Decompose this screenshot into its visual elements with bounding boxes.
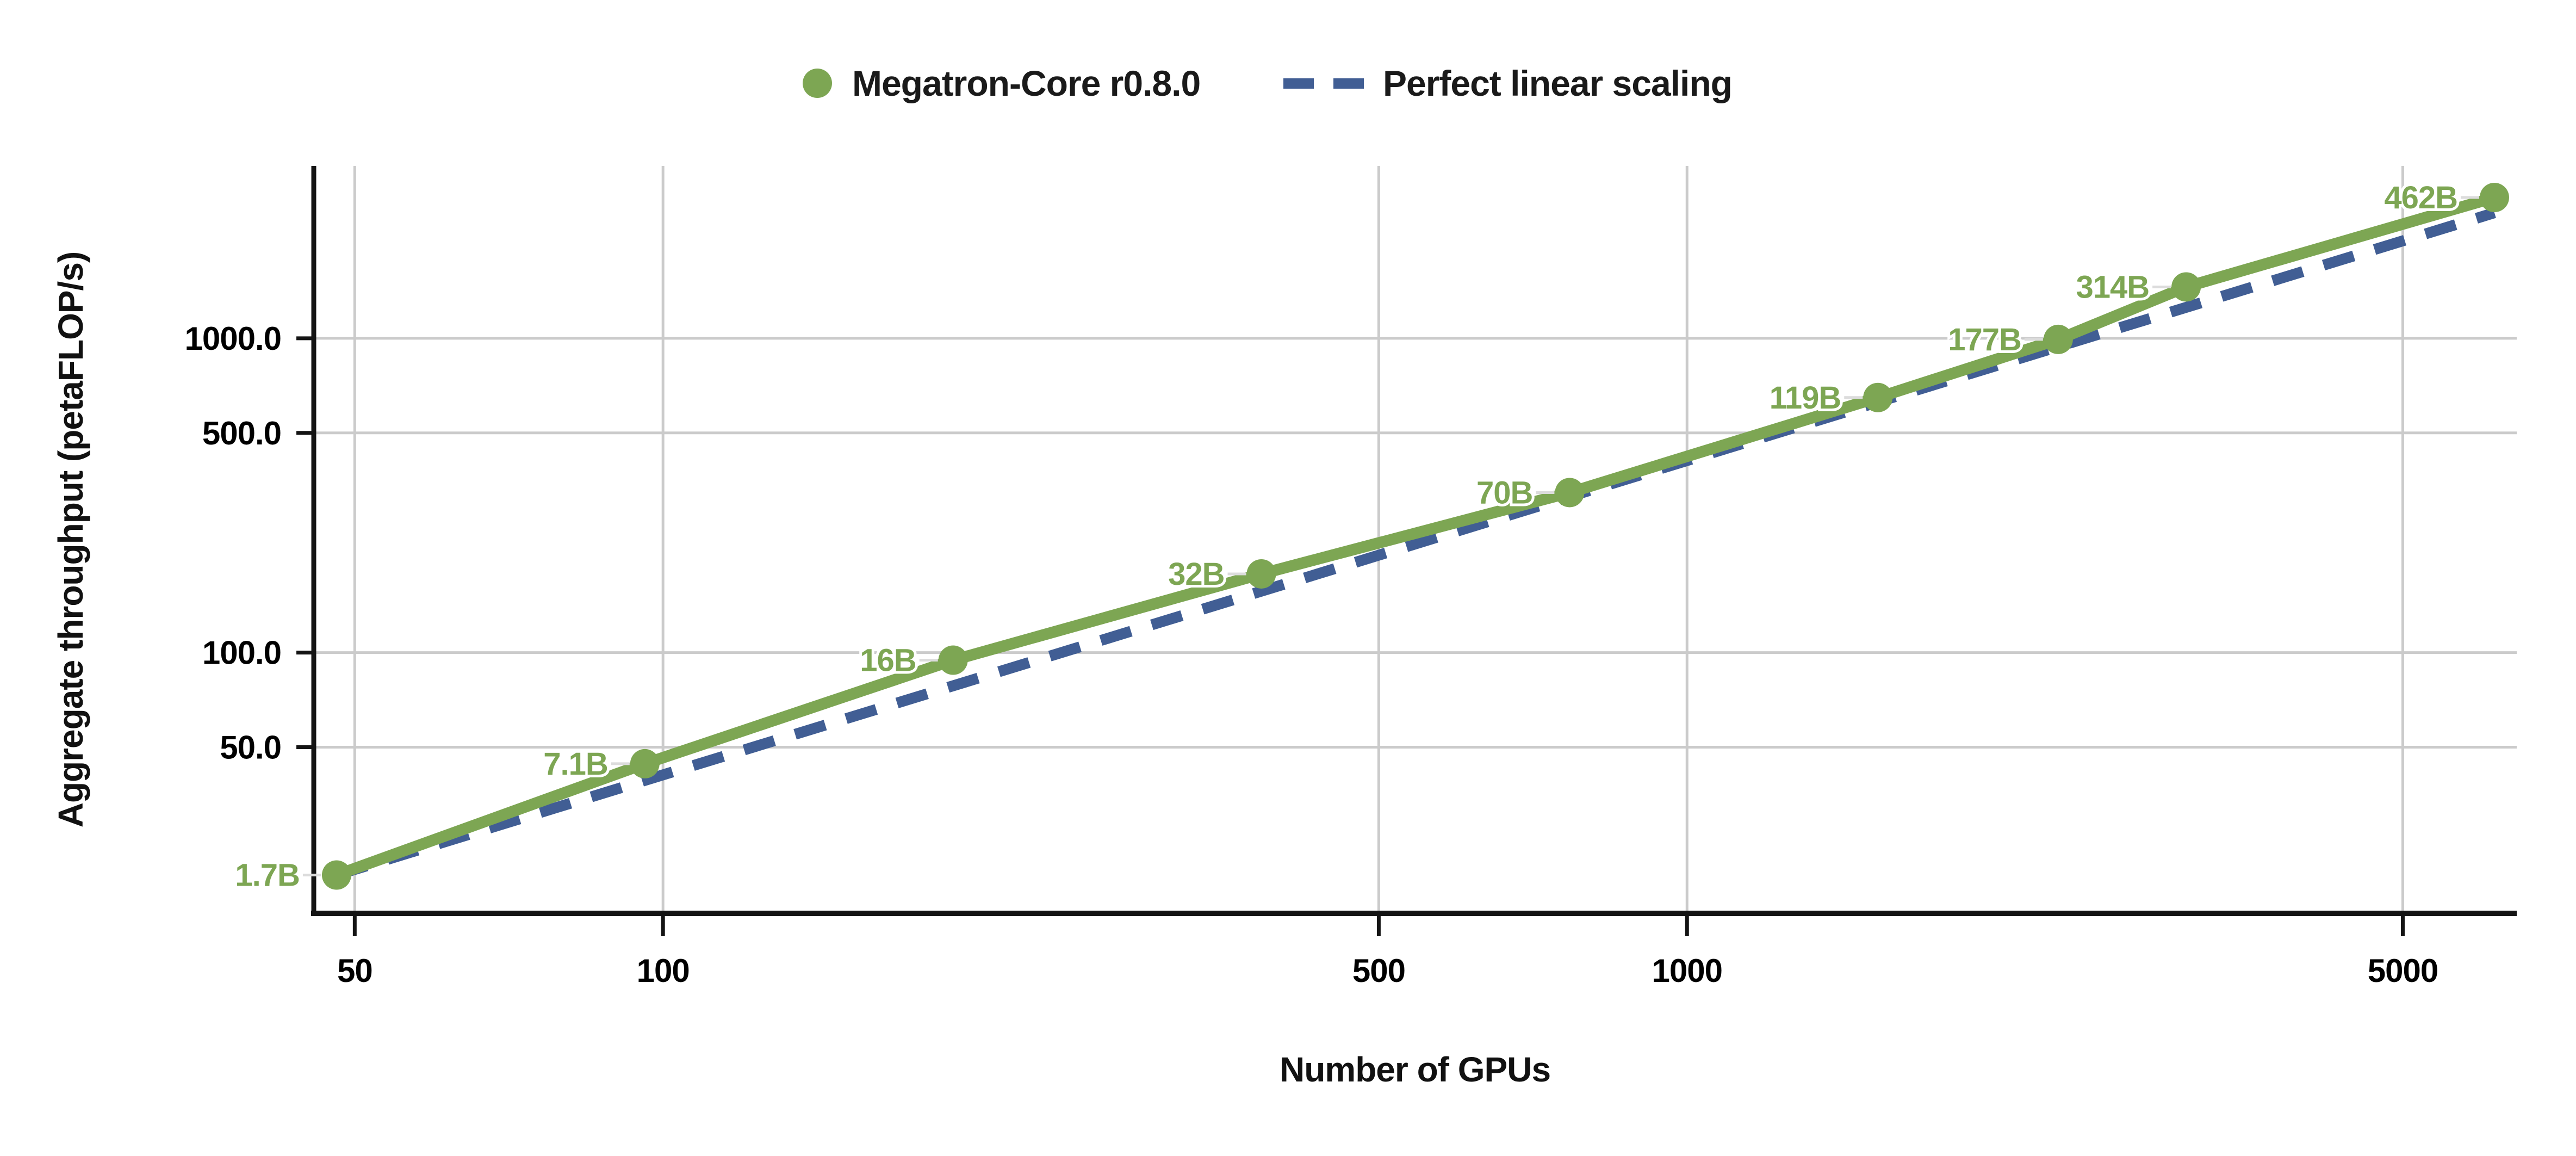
data-point-marker — [630, 749, 660, 778]
x-tick-label: 100 — [637, 953, 690, 989]
data-point-marker — [1555, 478, 1585, 508]
legend-marker-circle-icon — [803, 69, 832, 98]
perfect-linear-scaling-line — [335, 207, 2496, 881]
data-point-label: 314B — [2076, 269, 2149, 305]
x-axis-title: Number of GPUs — [1280, 1050, 1550, 1089]
data-point-label: 462B — [2384, 180, 2457, 215]
legend-item-perfect-linear[interactable]: Perfect linear scaling — [1283, 63, 1733, 103]
y-tick-label: 1000.0 — [184, 320, 281, 357]
legend-marker-dash-icon — [1333, 78, 1364, 89]
legend: Megatron-Core r0.8.0 Perfect linear scal… — [803, 63, 1733, 103]
x-tick-label: 5000 — [2368, 953, 2438, 989]
data-point-label: 1.7B — [235, 858, 300, 893]
data-point-label: 70B — [1476, 475, 1532, 510]
y-axis-title: Aggregate throughput (petaFLOP/s) — [51, 252, 90, 828]
series-layer: 1.7B 7.1B 16B 32B 70B 119B 177B 314B 462B — [232, 177, 2509, 896]
legend-item-megatron-core[interactable]: Megatron-Core r0.8.0 — [803, 63, 1201, 103]
legend-marker-dash-icon — [1283, 78, 1314, 89]
y-tick-label: 50.0 — [220, 730, 281, 766]
data-point-label: 7.1B — [543, 746, 608, 782]
data-point-marker — [2171, 272, 2201, 302]
data-point-marker — [2043, 324, 2073, 354]
legend-label-perfect-linear: Perfect linear scaling — [1383, 63, 1732, 103]
data-point-label: 119B — [1770, 380, 1841, 416]
data-point-label: 32B — [1168, 557, 1224, 592]
data-point-marker — [1863, 382, 1893, 412]
data-point-marker — [1246, 559, 1276, 589]
y-tick-label: 500.0 — [202, 415, 281, 452]
y-tick-label: 100.0 — [202, 635, 281, 671]
data-point-marker — [321, 860, 351, 890]
data-point-label: 16B — [860, 643, 916, 678]
x-tick-label: 1000 — [1652, 953, 1722, 989]
data-point-label: 177B — [1948, 322, 2021, 357]
x-tick-label: 50 — [337, 953, 373, 989]
legend-label-megatron-core: Megatron-Core r0.8.0 — [852, 63, 1200, 103]
tick-layer: 50.0 100.0 500.0 1000.0 50 100 500 1000 5000 — [184, 320, 2438, 989]
axis-spines — [311, 166, 2517, 916]
data-point-marker — [2479, 183, 2509, 213]
x-tick-label: 500 — [1352, 953, 1405, 989]
data-point-marker — [938, 645, 968, 675]
